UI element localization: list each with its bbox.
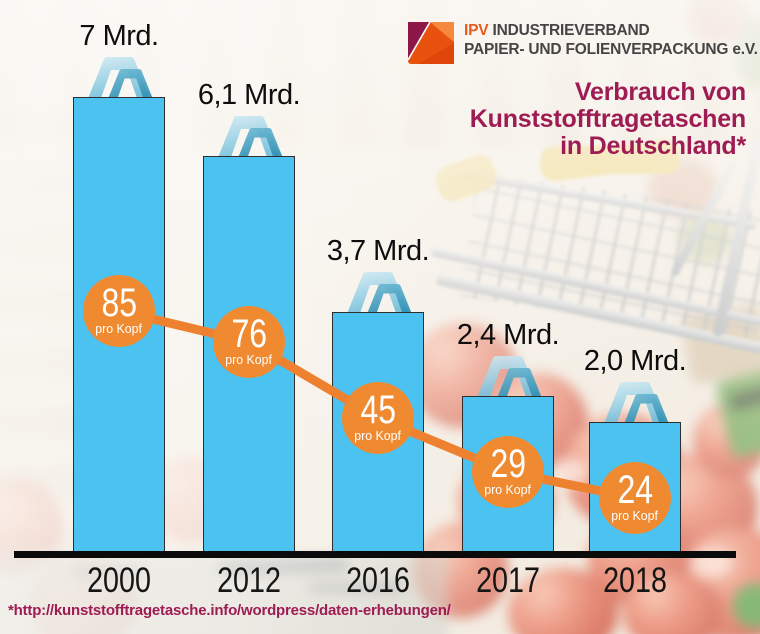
- title-line-3: in Deutschland*: [560, 132, 746, 160]
- per-capita-value: 45: [360, 388, 396, 432]
- axis-label-2018: 2018: [603, 561, 667, 600]
- bar-value-label: 6,1 Mrd.: [197, 78, 301, 111]
- source-footnote: *http://kunststofftragetasche.info/wordp…: [8, 602, 451, 619]
- bag-handle-icon: [80, 57, 158, 102]
- ipv-logo-text: IPV INDUSTRIEVERBAND PAPIER- UND FOLIENV…: [464, 22, 758, 59]
- axis-label-2017: 2017: [476, 561, 540, 600]
- ipv-logo-icon: [408, 22, 454, 64]
- bar-value-label: 3,7 Mrd.: [326, 234, 430, 267]
- x-axis-line: [14, 551, 736, 558]
- per-capita-unit: pro Kopf: [225, 352, 273, 367]
- title-line-2: Kunststofftragetaschen: [469, 105, 746, 133]
- per-capita-badge: 24 pro Kopf: [599, 462, 671, 534]
- per-capita-value: 76: [231, 312, 267, 356]
- per-capita-unit: pro Kopf: [484, 482, 532, 497]
- per-capita-unit: pro Kopf: [95, 321, 143, 336]
- chart-title: Verbrauch von Kunststofftragetaschen in …: [326, 79, 746, 160]
- axis-label-2000: 2000: [87, 561, 151, 600]
- axis-label-2012: 2012: [217, 561, 281, 600]
- title-line-1: Verbrauch von: [574, 78, 746, 106]
- per-capita-badge: 29 pro Kopf: [472, 436, 544, 508]
- per-capita-unit: pro Kopf: [354, 428, 402, 443]
- ipv-logo: IPV INDUSTRIEVERBAND PAPIER- UND FOLIENV…: [408, 22, 758, 64]
- logo-name-line1: INDUSTRIEVERBAND: [488, 22, 650, 39]
- per-capita-badge: 85 pro Kopf: [83, 275, 155, 347]
- per-capita-value: 29: [490, 442, 526, 486]
- per-capita-value: 85: [101, 281, 137, 325]
- logo-abbr: IPV: [464, 22, 489, 39]
- per-capita-badge: 76 pro Kopf: [213, 306, 285, 378]
- axis-label-2016: 2016: [346, 561, 410, 600]
- bar-value-label: 7 Mrd.: [79, 20, 159, 52]
- per-capita-badge: 45 pro Kopf: [342, 382, 414, 454]
- logo-name-line2: PAPIER- UND FOLIENVERPACKUNG e.V.: [464, 40, 758, 58]
- bag-handle-icon: [210, 115, 288, 160]
- per-capita-value: 24: [617, 468, 653, 512]
- per-capita-unit: pro Kopf: [611, 508, 659, 523]
